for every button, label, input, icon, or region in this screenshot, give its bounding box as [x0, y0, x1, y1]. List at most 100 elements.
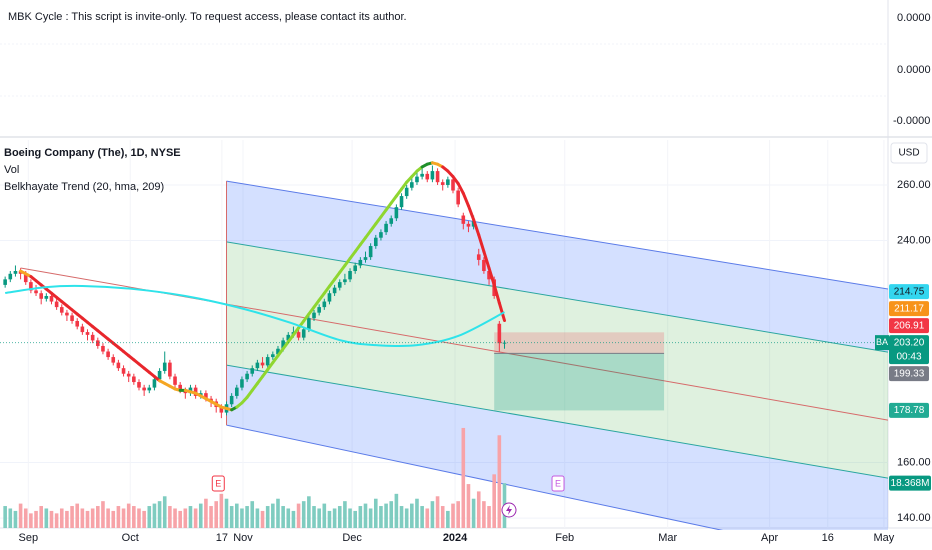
lightning	[506, 505, 512, 515]
trend-segment	[482, 250, 491, 270]
candle-body	[147, 387, 152, 391]
candle-body	[54, 301, 59, 308]
indicator-scale-label: -0.0000	[893, 115, 930, 127]
volume-bar	[307, 496, 311, 528]
volume-bar	[3, 506, 7, 528]
volume-bar	[337, 506, 342, 528]
candle-body	[126, 373, 131, 377]
volume-bar	[234, 503, 239, 528]
legend-indicator: Belkhayate Trend (20, hma, 209)	[4, 181, 164, 193]
candle-body	[307, 318, 311, 330]
volume-bar	[420, 506, 424, 528]
price-label-box	[889, 402, 929, 418]
target-zone	[494, 353, 665, 411]
candle-body	[75, 320, 80, 327]
channel-line	[226, 424, 724, 530]
x-tick-label: Nov	[233, 532, 253, 544]
volume-bar	[389, 501, 394, 528]
volume-bar	[276, 498, 280, 528]
legend-volume: Vol	[4, 164, 19, 176]
x-tick-label: 17	[216, 532, 228, 544]
currency-box[interactable]	[890, 142, 928, 164]
volume-bar	[471, 498, 476, 528]
candle-body	[348, 271, 352, 280]
candle-body	[265, 357, 270, 366]
x-tick-label: Oct	[122, 532, 139, 544]
legend-symbol: Boeing Company (The), 1D, NYSE	[4, 147, 181, 159]
price-label: 199.33	[894, 368, 925, 379]
price-label-box	[889, 366, 929, 382]
candle-body	[162, 362, 167, 371]
volume-bar	[482, 501, 486, 528]
candle-body	[8, 273, 13, 280]
volume-bar	[296, 503, 301, 528]
candle-body	[337, 282, 342, 288]
symbol-box	[875, 335, 889, 351]
candle-body	[451, 179, 455, 191]
price-label: 206.91	[894, 320, 925, 331]
volume-bar	[142, 510, 146, 528]
volume-bar	[363, 503, 368, 528]
candle-body	[65, 312, 69, 316]
volume-bar	[265, 506, 270, 528]
volume-bar	[446, 510, 450, 528]
symbol: BA	[876, 337, 888, 347]
candle-body	[152, 379, 157, 388]
candle-body	[3, 279, 7, 285]
volume-bar	[317, 508, 321, 528]
volume-bar	[106, 508, 110, 528]
earnings-marker[interactable]	[551, 475, 565, 492]
volume-bar	[101, 501, 105, 528]
volume-bar	[54, 513, 59, 528]
candle-body	[29, 282, 33, 291]
channel-line	[226, 180, 888, 290]
candle-body	[204, 393, 208, 399]
candle-body	[358, 259, 363, 266]
trend-segment	[461, 191, 470, 208]
volume-bar	[162, 496, 167, 528]
earnings-marker[interactable]	[211, 475, 225, 492]
candle-body	[281, 340, 285, 349]
volume-bar	[90, 508, 95, 528]
candle-body	[116, 362, 121, 369]
volume-bar	[168, 506, 172, 528]
volume-bar	[260, 510, 265, 528]
candle-body	[111, 357, 116, 363]
volume-label-box	[889, 475, 931, 491]
volume-bar	[173, 508, 177, 528]
candle-body	[410, 182, 414, 188]
volume-bar	[435, 496, 440, 528]
candle-body	[425, 173, 430, 180]
price-label-box	[889, 284, 929, 300]
volume-bar	[332, 508, 337, 528]
volume-bar	[65, 510, 69, 528]
volume-bar	[23, 508, 28, 528]
volume-bar	[147, 506, 152, 528]
candle-body	[80, 326, 85, 333]
candle-body	[96, 340, 100, 346]
volume-bar	[204, 498, 208, 528]
volume-bar	[312, 506, 316, 528]
candle-body	[482, 259, 486, 272]
volume-bar	[183, 508, 188, 528]
volume-bar	[245, 506, 249, 528]
volume-bar	[193, 508, 198, 528]
candle-body	[440, 182, 445, 185]
volume-bar	[399, 506, 404, 528]
price-label: 178.78	[894, 405, 925, 416]
candle-body	[296, 332, 301, 338]
volume-bar	[343, 501, 347, 528]
candle-body	[85, 332, 90, 335]
candle-body	[327, 293, 332, 302]
volume-bar	[384, 503, 388, 528]
volume-bar	[281, 506, 285, 528]
candle-body	[90, 334, 95, 341]
x-tick-label: Apr	[761, 532, 778, 544]
volume-bar	[96, 506, 100, 528]
volume-bar	[415, 498, 419, 528]
volume-bar	[430, 501, 435, 528]
currency[interactable]: USD	[898, 148, 919, 159]
volume-bar	[291, 510, 296, 528]
volume-bar	[286, 508, 291, 528]
volume-bar	[157, 501, 162, 528]
